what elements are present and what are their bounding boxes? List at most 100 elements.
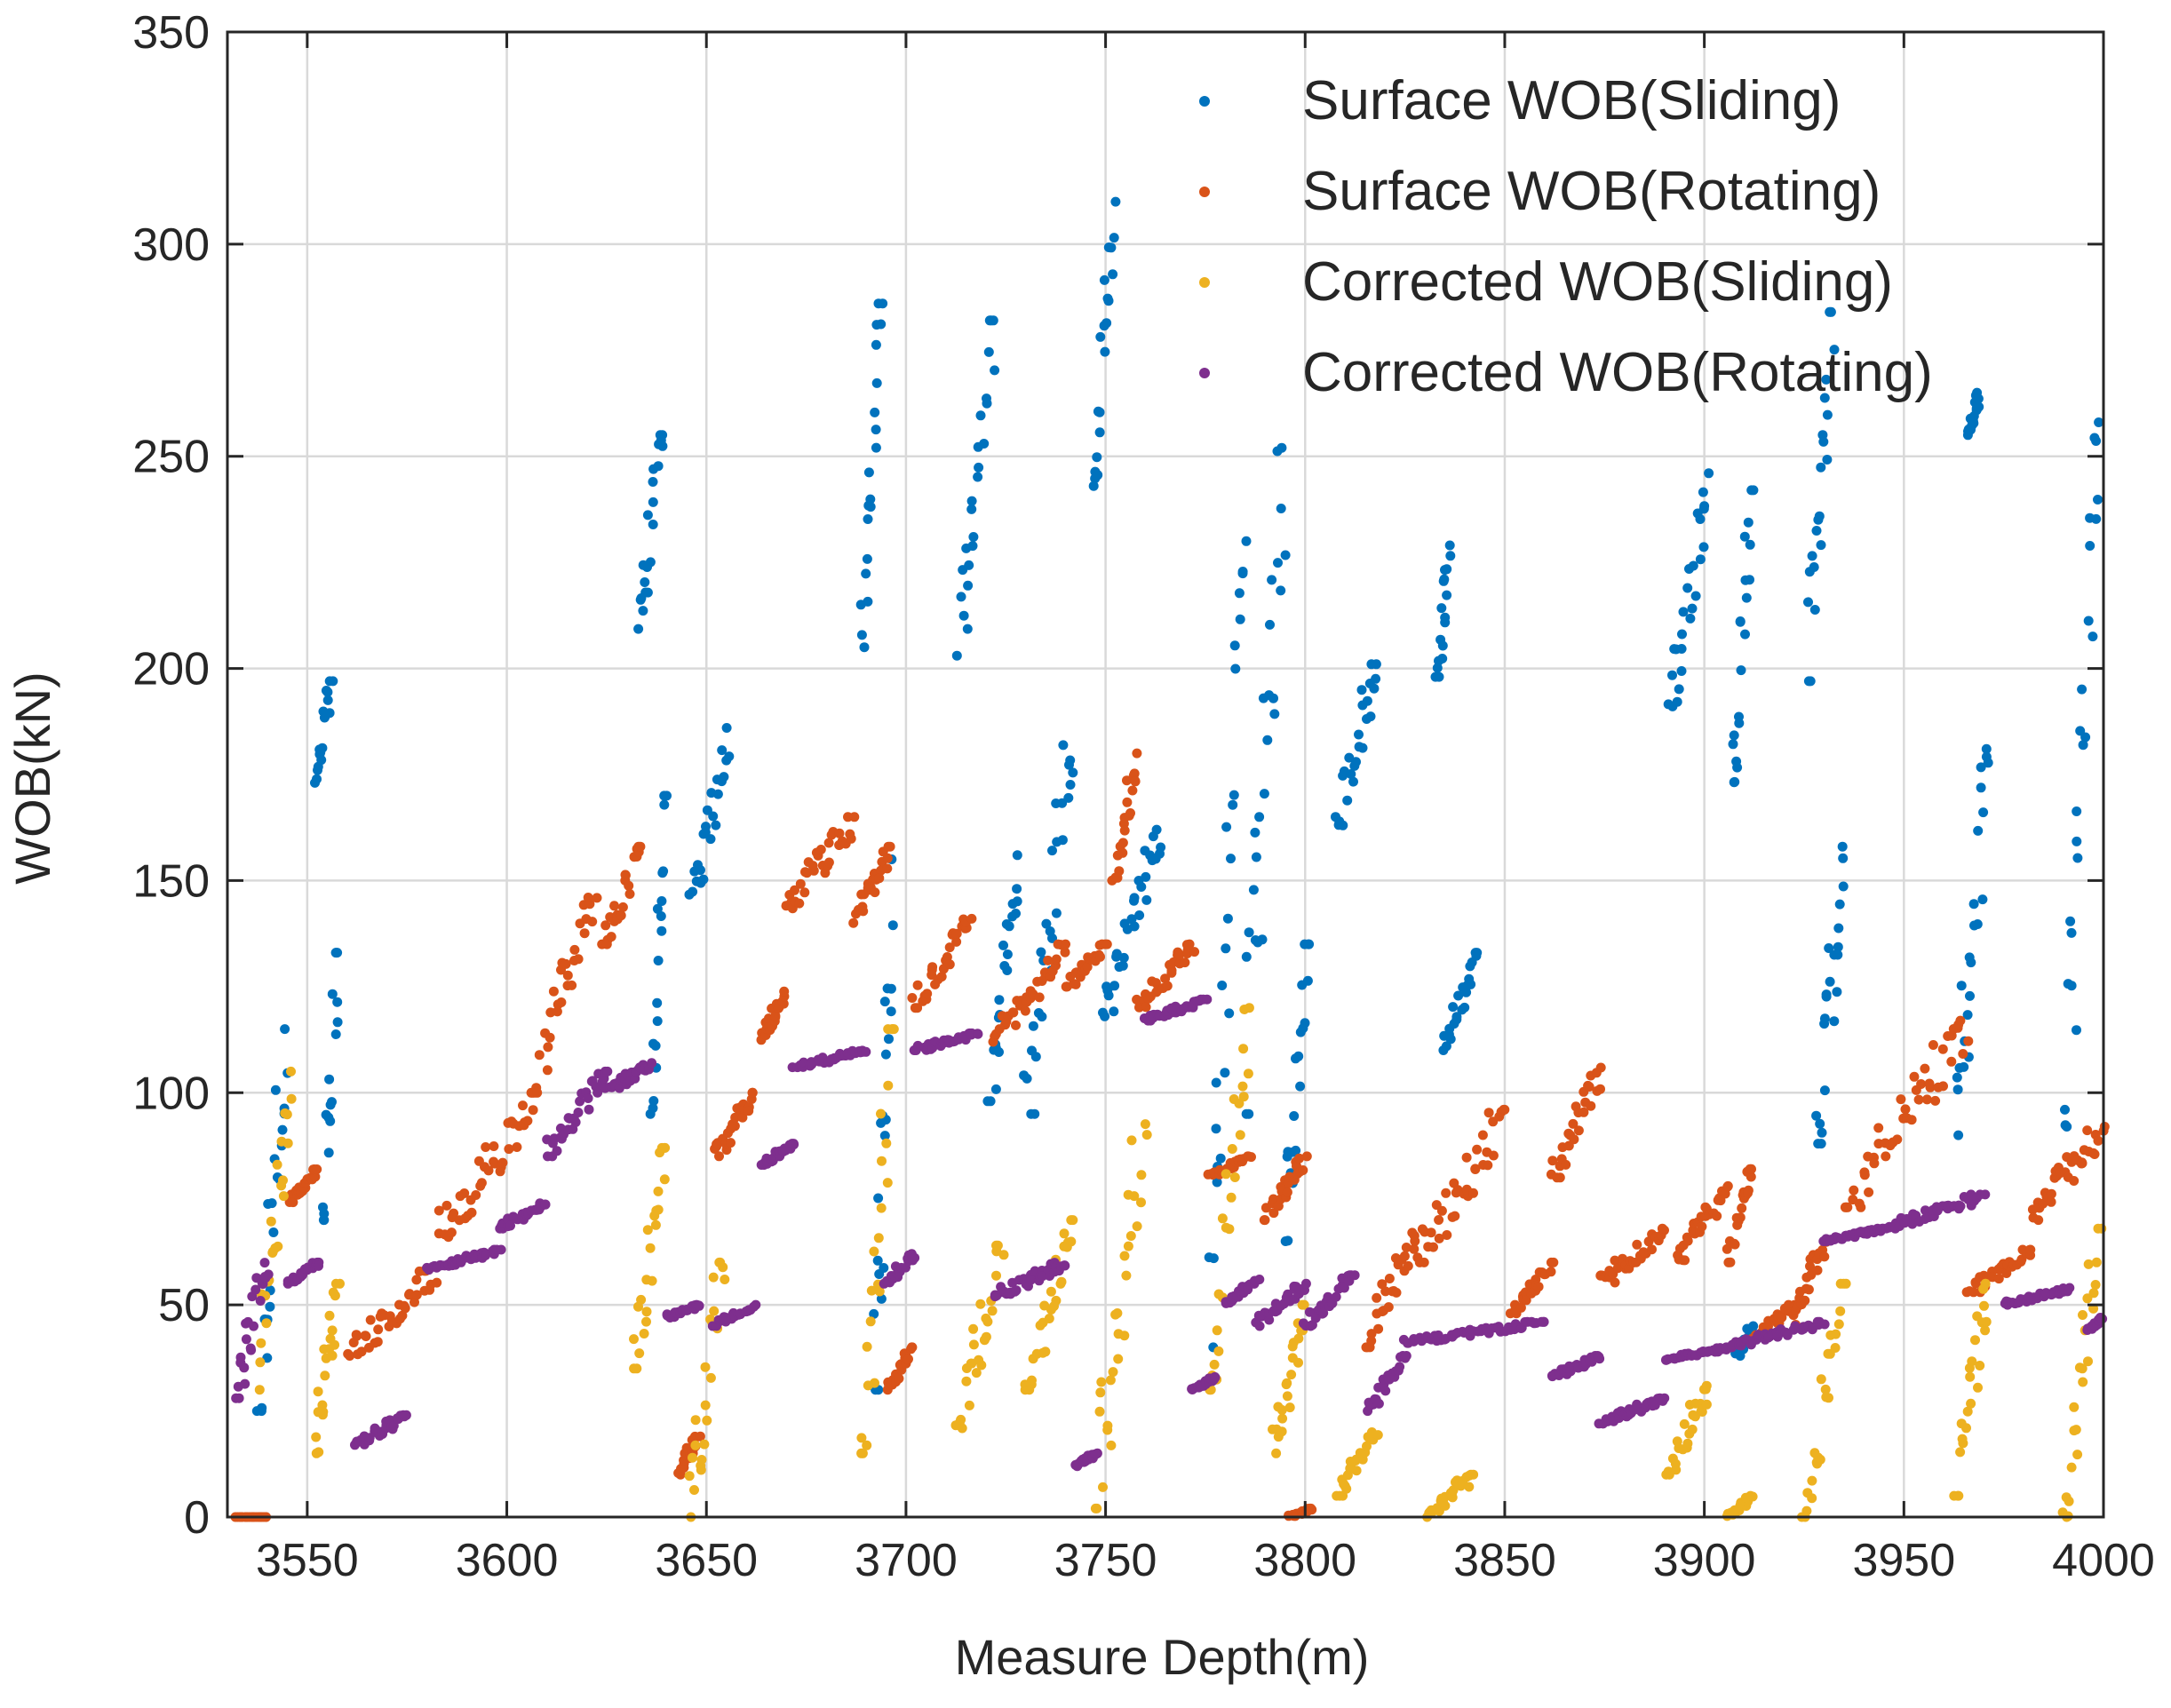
data-point bbox=[1030, 1052, 1041, 1062]
data-point bbox=[1439, 574, 1450, 584]
data-point bbox=[259, 1258, 270, 1268]
x-tick-label: 3650 bbox=[655, 1535, 758, 1586]
data-point bbox=[1698, 487, 1708, 497]
data-point bbox=[234, 1393, 244, 1403]
data-point bbox=[268, 1227, 279, 1237]
data-point bbox=[998, 940, 1008, 950]
data-point bbox=[1730, 1239, 1740, 1250]
data-point bbox=[2046, 1196, 2056, 1207]
data-point bbox=[1243, 1068, 1253, 1079]
data-point bbox=[2065, 916, 2076, 926]
data-point bbox=[1268, 693, 1278, 703]
legend-entry: Corrected WOB(Rotating) bbox=[1199, 342, 1933, 403]
data-point bbox=[1924, 1078, 1935, 1089]
data-point bbox=[1817, 430, 1828, 441]
data-point bbox=[1955, 1015, 1966, 1026]
data-point bbox=[2066, 981, 2077, 991]
data-point bbox=[1119, 1251, 1130, 1261]
data-point bbox=[1282, 1187, 1292, 1197]
data-point bbox=[272, 1159, 282, 1170]
data-point bbox=[1291, 1145, 1301, 1156]
data-point bbox=[1380, 1386, 1391, 1396]
data-point bbox=[1807, 551, 1817, 561]
data-point bbox=[1109, 233, 1119, 243]
data-point bbox=[316, 755, 327, 766]
data-point bbox=[1817, 1127, 1827, 1138]
data-point bbox=[861, 1046, 871, 1057]
data-point bbox=[1034, 992, 1045, 1003]
data-point bbox=[1610, 1277, 1620, 1288]
data-point bbox=[1215, 1153, 1226, 1164]
data-point bbox=[871, 425, 881, 435]
data-point bbox=[688, 1452, 697, 1463]
data-point bbox=[534, 1050, 545, 1061]
data-point bbox=[324, 1310, 335, 1321]
legend-entry: Corrected WOB(Sliding) bbox=[1199, 251, 1893, 313]
data-point bbox=[314, 1447, 324, 1458]
data-point bbox=[1121, 1270, 1132, 1281]
data-point bbox=[1246, 1152, 1256, 1163]
data-point bbox=[1235, 614, 1245, 624]
data-point bbox=[1155, 848, 1165, 859]
data-point bbox=[1399, 1251, 1410, 1261]
data-point bbox=[1044, 1314, 1054, 1323]
data-point bbox=[322, 687, 333, 697]
data-point bbox=[1533, 1282, 1544, 1292]
data-point bbox=[638, 606, 648, 616]
data-point bbox=[1111, 949, 1122, 959]
data-point bbox=[1180, 957, 1190, 968]
data-point bbox=[1351, 757, 1361, 767]
data-point bbox=[1859, 1170, 1870, 1180]
data-point bbox=[1722, 1243, 1732, 1254]
data-point bbox=[650, 1040, 661, 1051]
data-point bbox=[1371, 659, 1381, 670]
data-point bbox=[1674, 684, 1684, 695]
data-point bbox=[1437, 654, 1448, 663]
data-point bbox=[1822, 409, 1833, 420]
data-point bbox=[1676, 666, 1687, 676]
data-point bbox=[684, 1471, 695, 1482]
data-point bbox=[352, 1331, 362, 1341]
data-point bbox=[579, 928, 590, 939]
data-point bbox=[963, 580, 974, 591]
data-point bbox=[1226, 1192, 1237, 1203]
data-point bbox=[1434, 1215, 1444, 1225]
data-point bbox=[1276, 585, 1286, 596]
data-point bbox=[1365, 711, 1376, 722]
data-point bbox=[1220, 1068, 1230, 1078]
data-point bbox=[286, 1066, 296, 1076]
data-point bbox=[313, 1386, 323, 1397]
data-point bbox=[1362, 695, 1372, 706]
data-point bbox=[1900, 1104, 1911, 1115]
data-point bbox=[2091, 513, 2102, 524]
data-point bbox=[2001, 1268, 2012, 1278]
data-point bbox=[966, 504, 977, 514]
data-point bbox=[1916, 1079, 1927, 1089]
data-point bbox=[975, 1299, 986, 1309]
data-point bbox=[779, 986, 790, 997]
data-point bbox=[886, 1006, 896, 1017]
data-point bbox=[737, 1112, 748, 1123]
data-point bbox=[1012, 896, 1022, 907]
data-point bbox=[1959, 1061, 1969, 1072]
data-point bbox=[865, 1316, 876, 1327]
data-point bbox=[866, 1285, 877, 1296]
data-point bbox=[979, 439, 990, 449]
data-point bbox=[324, 708, 335, 719]
data-point bbox=[1211, 1124, 1221, 1134]
data-point bbox=[1237, 1081, 1248, 1092]
data-point bbox=[1728, 739, 1738, 750]
data-point bbox=[1970, 1335, 1980, 1346]
data-point bbox=[556, 997, 567, 1007]
data-point bbox=[1125, 1231, 1136, 1241]
data-point bbox=[323, 1148, 334, 1158]
data-point bbox=[973, 1029, 983, 1039]
data-point bbox=[1224, 1008, 1235, 1019]
data-point bbox=[441, 1200, 452, 1211]
data-point bbox=[992, 1240, 1003, 1251]
data-point bbox=[1967, 1356, 1977, 1367]
data-point bbox=[1057, 835, 1068, 846]
data-point bbox=[1962, 1406, 1973, 1417]
data-point bbox=[1677, 629, 1687, 640]
data-point bbox=[688, 886, 698, 897]
